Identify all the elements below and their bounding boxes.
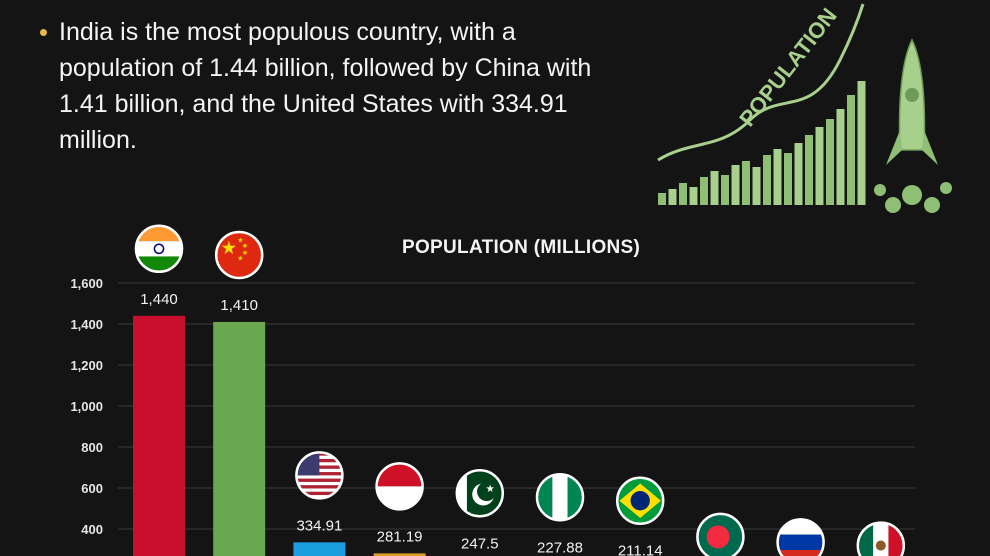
- indonesia-flag-icon: [376, 463, 423, 510]
- svg-text:★: ★: [242, 250, 248, 257]
- value-label: 211.14: [618, 543, 663, 556]
- y-tick-label: 800: [81, 440, 103, 455]
- value-label: 1,410: [220, 297, 258, 314]
- bar-united-states: [293, 542, 346, 556]
- illustration-bar: [773, 149, 782, 205]
- illustration-bar: [668, 189, 677, 205]
- y-tick-label: 1,400: [70, 317, 103, 332]
- y-tick-label: 400: [81, 522, 103, 537]
- svg-text:★: ★: [221, 237, 238, 258]
- labels: 400 600 800 1,000 1,200 1,400 1,600 1,440 1,410 ★…: [70, 224, 906, 556]
- illustration-bar: [700, 177, 708, 205]
- value-label: 334.91: [296, 517, 342, 534]
- svg-text:★: ★: [242, 243, 248, 250]
- illustration-bar: [752, 167, 761, 205]
- headline: India is the most populous country, with…: [40, 14, 620, 158]
- svg-text:★: ★: [237, 256, 243, 263]
- population-curve-graphic: [657, 3, 865, 162]
- illustration-bar: [784, 153, 792, 205]
- pakistan-flag-icon: ★: [456, 470, 503, 517]
- population-growth-illustration: POPULATION: [657, 3, 952, 213]
- illustration-bar: [763, 155, 771, 205]
- chart-title: POPULATION (MILLIONS): [402, 237, 641, 258]
- value-label: 227.88: [537, 539, 583, 556]
- y-tick-label: 1,600: [70, 276, 103, 291]
- illustration-bar: [815, 127, 824, 205]
- china-flag-icon: ★ ★★★★: [216, 231, 263, 278]
- illustration-bar: [742, 161, 750, 205]
- svg-text:★: ★: [237, 237, 243, 244]
- illustration-bar: [847, 95, 855, 205]
- illustration-bar: [721, 175, 729, 205]
- illustration-bar: [857, 81, 866, 205]
- bar-indonesia: [373, 553, 426, 556]
- illustration-bar: [826, 119, 834, 205]
- brazil-flag-icon: [617, 477, 664, 524]
- bar-china: [213, 321, 266, 556]
- y-tick-label: 1,200: [70, 358, 103, 373]
- bar-india: [133, 315, 185, 556]
- value-label: 247.5: [461, 535, 499, 552]
- illustration-bar: [658, 193, 666, 205]
- y-tick-label: 600: [81, 481, 103, 496]
- illustration-bar: [689, 187, 698, 205]
- svg-text:★: ★: [486, 484, 495, 495]
- illustration-bar: [836, 109, 845, 205]
- bars: [133, 315, 426, 556]
- illustration-bar: [679, 183, 687, 205]
- rocket-icon: [874, 38, 952, 213]
- illustration-bar: [794, 143, 803, 205]
- illustration-bar: [710, 171, 719, 205]
- value-label: 281.19: [377, 528, 423, 545]
- bullet-dot-icon: [40, 29, 47, 36]
- illustration-bar: [805, 135, 813, 205]
- illustration-bar: [731, 165, 740, 205]
- headline-text: India is the most populous country, with…: [59, 18, 592, 154]
- y-tick-label: 1,000: [70, 399, 103, 414]
- population-bars-graphic: [658, 81, 866, 205]
- value-label: 1,440: [140, 291, 178, 308]
